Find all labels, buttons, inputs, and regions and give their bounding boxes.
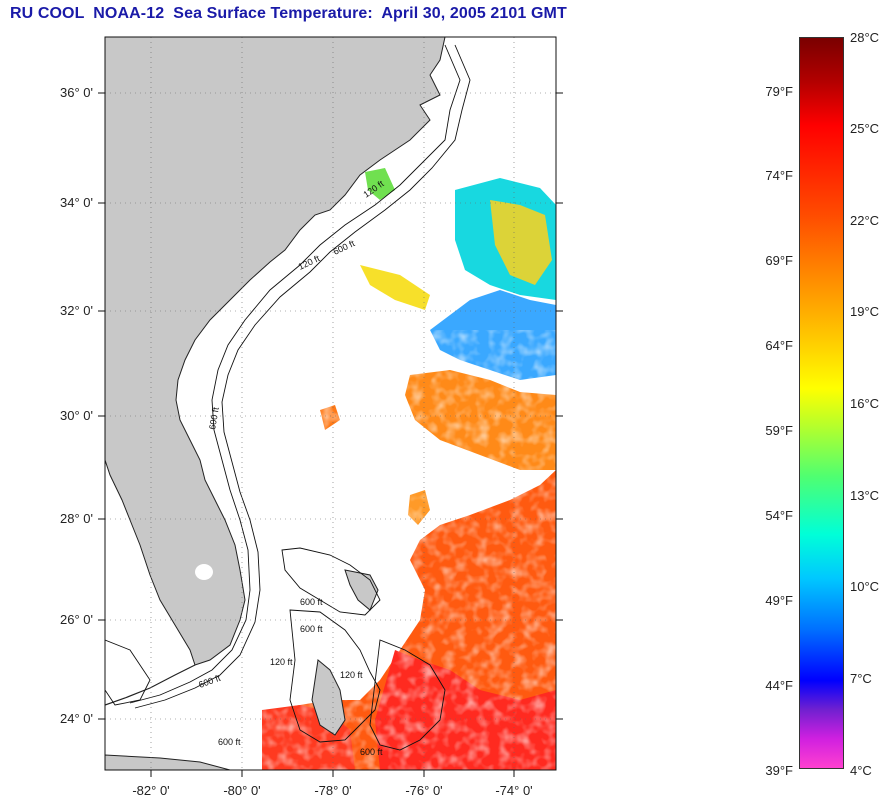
ticks <box>98 92 563 777</box>
sst-map: 120 ft 120 ft 600 ft 600 ft 600 ft 600 f… <box>60 36 563 798</box>
lat-label: 24° 0' <box>60 711 93 726</box>
lon-label: -74° 0' <box>495 783 532 798</box>
colorbar-fahrenheit-label: 59°F <box>765 423 793 438</box>
temperature-colorbar <box>799 37 844 769</box>
contour-label-120: 120 ft <box>297 253 322 272</box>
colorbar-celsius-label: 28°C <box>850 30 880 45</box>
colorbar-celsius-label: 4°C <box>850 763 872 778</box>
lat-labels: 36° 0' 34° 0' 32° 0' 30° 0' 28° 0' 26° 0… <box>60 85 93 726</box>
colorbar-fahrenheit-label: 44°F <box>765 678 793 693</box>
lake-okeechobee <box>195 564 213 580</box>
sst-cool-north <box>430 290 556 380</box>
contour-label-600: 600 ft <box>207 406 221 430</box>
colorbar-celsius-label: 10°C <box>850 579 880 594</box>
lon-label: -76° 0' <box>405 783 442 798</box>
contour-label-600: 600 ft <box>300 597 323 607</box>
colorbar-fahrenheit-label: 39°F <box>765 763 793 778</box>
land-cuba-edge <box>105 754 231 770</box>
colorbar-celsius-label: 13°C <box>850 488 880 503</box>
lon-labels: -82° 0' -80° 0' -78° 0' -76° 0' -74° 0' <box>132 783 532 798</box>
contour-label-600: 600 ft <box>300 624 323 634</box>
contour-label-600: 600 ft <box>197 673 222 690</box>
colorbar-fahrenheit-label: 79°F <box>765 84 793 99</box>
lon-label: -82° 0' <box>132 783 169 798</box>
sst-mixed-north <box>490 200 552 285</box>
sst-data <box>260 168 556 770</box>
depth-contours <box>105 44 471 751</box>
land-andros <box>311 659 346 736</box>
lat-label: 30° 0' <box>60 408 93 423</box>
land-keys <box>105 664 196 706</box>
colorbar-celsius-label: 19°C <box>850 304 880 319</box>
colorbar-celsius-label: 22°C <box>850 213 880 228</box>
sst-yellow-band <box>360 265 430 310</box>
contour-label-120: 120 ft <box>270 657 293 667</box>
lat-label: 36° 0' <box>60 85 93 100</box>
colorbar-celsius-label: 16°C <box>850 396 880 411</box>
land-mainland <box>105 37 446 666</box>
colorbar-fahrenheit-label: 69°F <box>765 253 793 268</box>
lat-label: 32° 0' <box>60 303 93 318</box>
lon-label: -80° 0' <box>223 783 260 798</box>
graticule <box>105 37 556 770</box>
colorbar-fahrenheit-label: 54°F <box>765 508 793 523</box>
colorbar-celsius-label: 25°C <box>850 121 880 136</box>
lat-label: 34° 0' <box>60 195 93 210</box>
contour-label-600: 600 ft <box>218 737 241 747</box>
contour-label-600: 600 ft <box>360 747 383 757</box>
colorbar-celsius-label: 7°C <box>850 671 872 686</box>
contour-label-600: 600 ft <box>332 238 357 257</box>
sst-green-patch <box>365 168 395 200</box>
lat-label: 26° 0' <box>60 612 93 627</box>
colorbar-fahrenheit-label: 64°F <box>765 338 793 353</box>
colorbar-fahrenheit-label: 74°F <box>765 168 793 183</box>
contour-label-120: 120 ft <box>340 670 363 680</box>
map-frame <box>104 36 557 771</box>
colorbar-fahrenheit-label: 49°F <box>765 593 793 608</box>
lat-label: 28° 0' <box>60 511 93 526</box>
lon-label: -78° 0' <box>314 783 351 798</box>
map-title: RU COOL NOAA-12 Sea Surface Temperature:… <box>10 5 567 22</box>
